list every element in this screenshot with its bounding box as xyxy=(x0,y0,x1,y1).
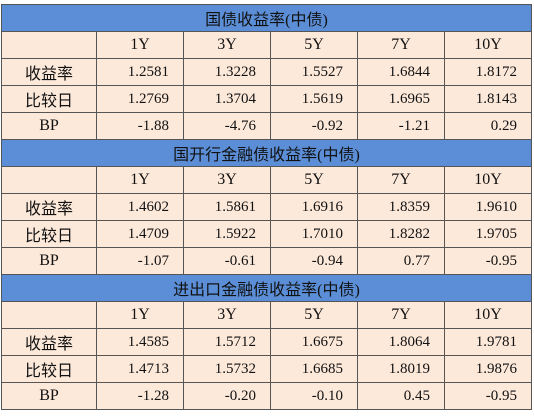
value-cell: 1.8064 xyxy=(357,328,445,356)
value-cell: -0.95 xyxy=(444,247,532,275)
value-cell: -0.92 xyxy=(270,112,358,140)
value-cell: 1.6916 xyxy=(270,193,358,221)
value-cell: 1.9705 xyxy=(444,220,532,248)
value-cell: 1.5527 xyxy=(270,58,358,86)
row-label: 收益率 xyxy=(1,193,97,221)
column-header: 3Y xyxy=(183,301,271,329)
value-cell: -1.21 xyxy=(357,112,445,140)
row-label: 收益率 xyxy=(1,58,97,86)
corner-cell xyxy=(1,31,97,59)
data-row: BP -1.88 -4.76 -0.92 -1.21 0.29 xyxy=(1,112,532,140)
column-header: 7Y xyxy=(357,31,445,59)
data-row: 比较日 1.4709 1.5922 1.7010 1.8282 1.9705 xyxy=(1,220,532,248)
column-header-row: 1Y 3Y 5Y 7Y 10Y xyxy=(1,301,532,329)
value-cell: 1.6685 xyxy=(270,355,358,383)
value-cell: 1.6675 xyxy=(270,328,358,356)
value-cell: 1.9781 xyxy=(444,328,532,356)
row-label: BP xyxy=(1,247,97,275)
column-header-row: 1Y 3Y 5Y 7Y 10Y xyxy=(1,31,532,59)
value-cell: 1.6844 xyxy=(357,58,445,86)
column-header: 1Y xyxy=(96,31,184,59)
value-cell: -0.10 xyxy=(270,382,358,410)
column-header: 7Y xyxy=(357,166,445,194)
value-cell: 1.7010 xyxy=(270,220,358,248)
value-cell: 1.8359 xyxy=(357,193,445,221)
column-header: 7Y xyxy=(357,301,445,329)
value-cell: -0.94 xyxy=(270,247,358,275)
value-cell: -0.95 xyxy=(444,382,532,410)
value-cell: 1.5732 xyxy=(183,355,271,383)
row-label: BP xyxy=(1,112,97,140)
column-header: 3Y xyxy=(183,166,271,194)
value-cell: 1.5712 xyxy=(183,328,271,356)
section-header-row: 国开行金融债收益率(中债) xyxy=(1,139,532,167)
value-cell: -1.07 xyxy=(96,247,184,275)
value-cell: -4.76 xyxy=(183,112,271,140)
row-label: 收益率 xyxy=(1,328,97,356)
data-row: 收益率 1.4602 1.5861 1.6916 1.8359 1.9610 xyxy=(1,193,532,221)
column-header-row: 1Y 3Y 5Y 7Y 10Y xyxy=(1,166,532,194)
value-cell: 0.77 xyxy=(357,247,445,275)
value-cell: 1.4585 xyxy=(96,328,184,356)
value-cell: 1.9876 xyxy=(444,355,532,383)
column-header: 5Y xyxy=(270,166,358,194)
data-row: 比较日 1.2769 1.3704 1.5619 1.6965 1.8143 xyxy=(1,85,532,113)
value-cell: 1.8019 xyxy=(357,355,445,383)
row-label: BP xyxy=(1,382,97,410)
data-row: BP -1.28 -0.20 -0.10 0.45 -0.95 xyxy=(1,382,532,410)
data-row: 比较日 1.4713 1.5732 1.6685 1.8019 1.9876 xyxy=(1,355,532,383)
value-cell: -0.20 xyxy=(183,382,271,410)
column-header: 1Y xyxy=(96,301,184,329)
value-cell: 1.2769 xyxy=(96,85,184,113)
value-cell: 1.8143 xyxy=(444,85,532,113)
value-cell: 1.2581 xyxy=(96,58,184,86)
value-cell: -1.28 xyxy=(96,382,184,410)
column-header: 10Y xyxy=(444,31,532,59)
value-cell: 1.8172 xyxy=(444,58,532,86)
section-title: 国债收益率(中债) xyxy=(1,4,532,32)
value-cell: 1.3704 xyxy=(183,85,271,113)
column-header: 1Y xyxy=(96,166,184,194)
value-cell: 1.6965 xyxy=(357,85,445,113)
row-label: 比较日 xyxy=(1,220,97,248)
column-header: 5Y xyxy=(270,301,358,329)
value-cell: 1.5922 xyxy=(183,220,271,248)
section-title: 进出口金融债收益率(中债) xyxy=(1,274,532,302)
corner-cell xyxy=(1,301,97,329)
value-cell: 1.5619 xyxy=(270,85,358,113)
column-header: 3Y xyxy=(183,31,271,59)
value-cell: 1.8282 xyxy=(357,220,445,248)
section-title: 国开行金融债收益率(中债) xyxy=(1,139,532,167)
data-row: 收益率 1.4585 1.5712 1.6675 1.8064 1.9781 xyxy=(1,328,532,356)
data-row: BP -1.07 -0.61 -0.94 0.77 -0.95 xyxy=(1,247,532,275)
column-header: 10Y xyxy=(444,301,532,329)
value-cell: -0.61 xyxy=(183,247,271,275)
value-cell: 1.3228 xyxy=(183,58,271,86)
value-cell: 1.4709 xyxy=(96,220,184,248)
column-header: 5Y xyxy=(270,31,358,59)
row-label: 比较日 xyxy=(1,355,97,383)
corner-cell xyxy=(1,166,97,194)
value-cell: 1.4713 xyxy=(96,355,184,383)
data-row: 收益率 1.2581 1.3228 1.5527 1.6844 1.8172 xyxy=(1,58,532,86)
value-cell: 1.5861 xyxy=(183,193,271,221)
section-header-row: 国债收益率(中债) xyxy=(1,4,532,32)
value-cell: 1.9610 xyxy=(444,193,532,221)
value-cell: -1.88 xyxy=(96,112,184,140)
row-label: 比较日 xyxy=(1,85,97,113)
column-header: 10Y xyxy=(444,166,532,194)
section-header-row: 进出口金融债收益率(中债) xyxy=(1,274,532,302)
value-cell: 0.45 xyxy=(357,382,445,410)
yield-table: 国债收益率(中债) 1Y 3Y 5Y 7Y 10Y 收益率 1.2581 1.3228 1.552… xyxy=(1,4,532,410)
value-cell: 1.4602 xyxy=(96,193,184,221)
value-cell: 0.29 xyxy=(444,112,532,140)
